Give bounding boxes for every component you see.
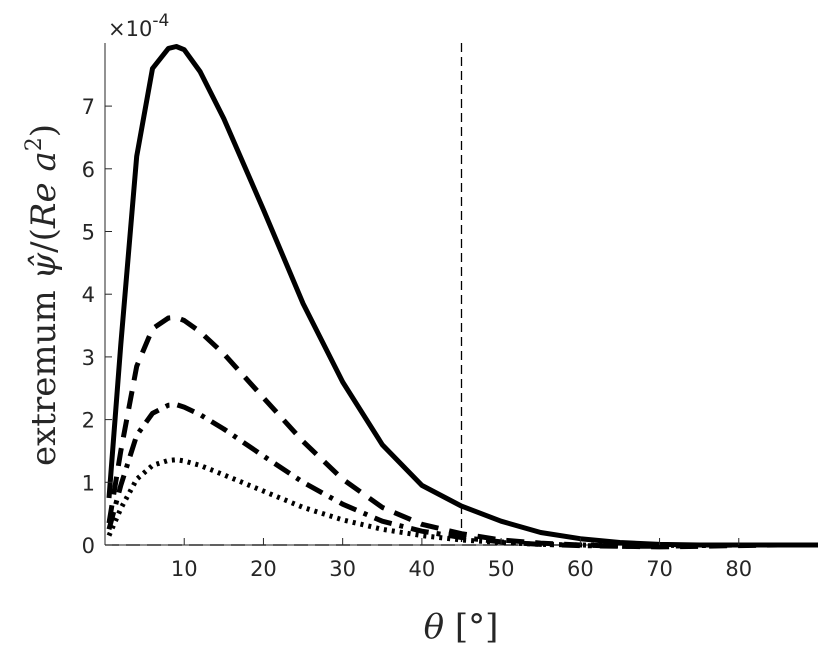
y-tick-label: 4: [82, 283, 95, 307]
y-tick-label: 7: [82, 95, 95, 119]
x-tick-label: 70: [646, 557, 673, 581]
series-line-dashed: [106, 314, 818, 550]
y-label-space: [24, 172, 64, 183]
y-label-open: /(: [24, 228, 64, 253]
y-tick-label: 0: [82, 534, 95, 558]
series-line-solid: [106, 44, 818, 548]
series-line-dotted: [106, 457, 818, 549]
y-label-a: a: [24, 151, 64, 171]
x-tick-label: 20: [250, 557, 277, 581]
x-label-unit: [°]: [455, 607, 499, 647]
y-tick-label: 3: [82, 346, 95, 370]
x-label-theta: θ: [424, 607, 444, 647]
y-multiplier-base: ×10: [108, 17, 152, 41]
y-label-close: ): [24, 124, 64, 137]
y-multiplier-exponent: -4: [152, 11, 169, 31]
y-label-prefix: extremum: [24, 279, 64, 466]
x-tick-label: 60: [567, 557, 594, 581]
y-ticks: 0 1 2 3 4 5 6 7: [82, 95, 112, 558]
y-tick-label: 2: [82, 409, 95, 433]
x-label-space: [444, 607, 455, 647]
y-axis-label: extremum ψ̂/(Re a2): [22, 124, 64, 466]
x-tick-label: 50: [488, 557, 515, 581]
x-axis-label: θ [°]: [424, 607, 499, 647]
y-multiplier-label: ×10-4: [108, 11, 169, 41]
x-ticks: 10 20 30 40 50 60 70 80: [171, 538, 752, 581]
x-tick-label: 80: [725, 557, 752, 581]
y-label-re: Re: [24, 182, 64, 229]
y-label-exponent: 2: [22, 137, 47, 151]
x-tick-label: 10: [171, 557, 198, 581]
series-group: [106, 44, 818, 550]
y-label-psi: ψ̂: [24, 252, 64, 279]
series-line-dashdot: [106, 402, 818, 549]
y-tick-label: 5: [82, 221, 95, 245]
y-tick-label: 6: [82, 158, 95, 182]
x-tick-label: 30: [329, 557, 356, 581]
y-tick-label: 1: [82, 471, 95, 495]
x-tick-label: 40: [409, 557, 436, 581]
